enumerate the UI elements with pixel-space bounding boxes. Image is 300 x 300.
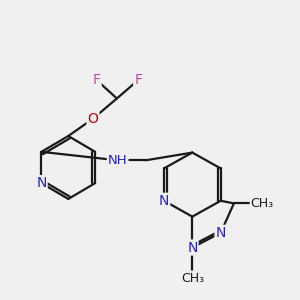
Text: N: N bbox=[159, 194, 169, 208]
Text: NH: NH bbox=[108, 154, 127, 167]
Text: CH₃: CH₃ bbox=[251, 197, 274, 210]
Text: F: F bbox=[93, 73, 101, 87]
Text: O: O bbox=[88, 112, 98, 126]
Text: F: F bbox=[134, 73, 142, 87]
Text: N: N bbox=[215, 226, 226, 240]
Text: N: N bbox=[187, 241, 197, 254]
Text: N: N bbox=[36, 176, 46, 190]
Text: CH₃: CH₃ bbox=[181, 272, 204, 285]
